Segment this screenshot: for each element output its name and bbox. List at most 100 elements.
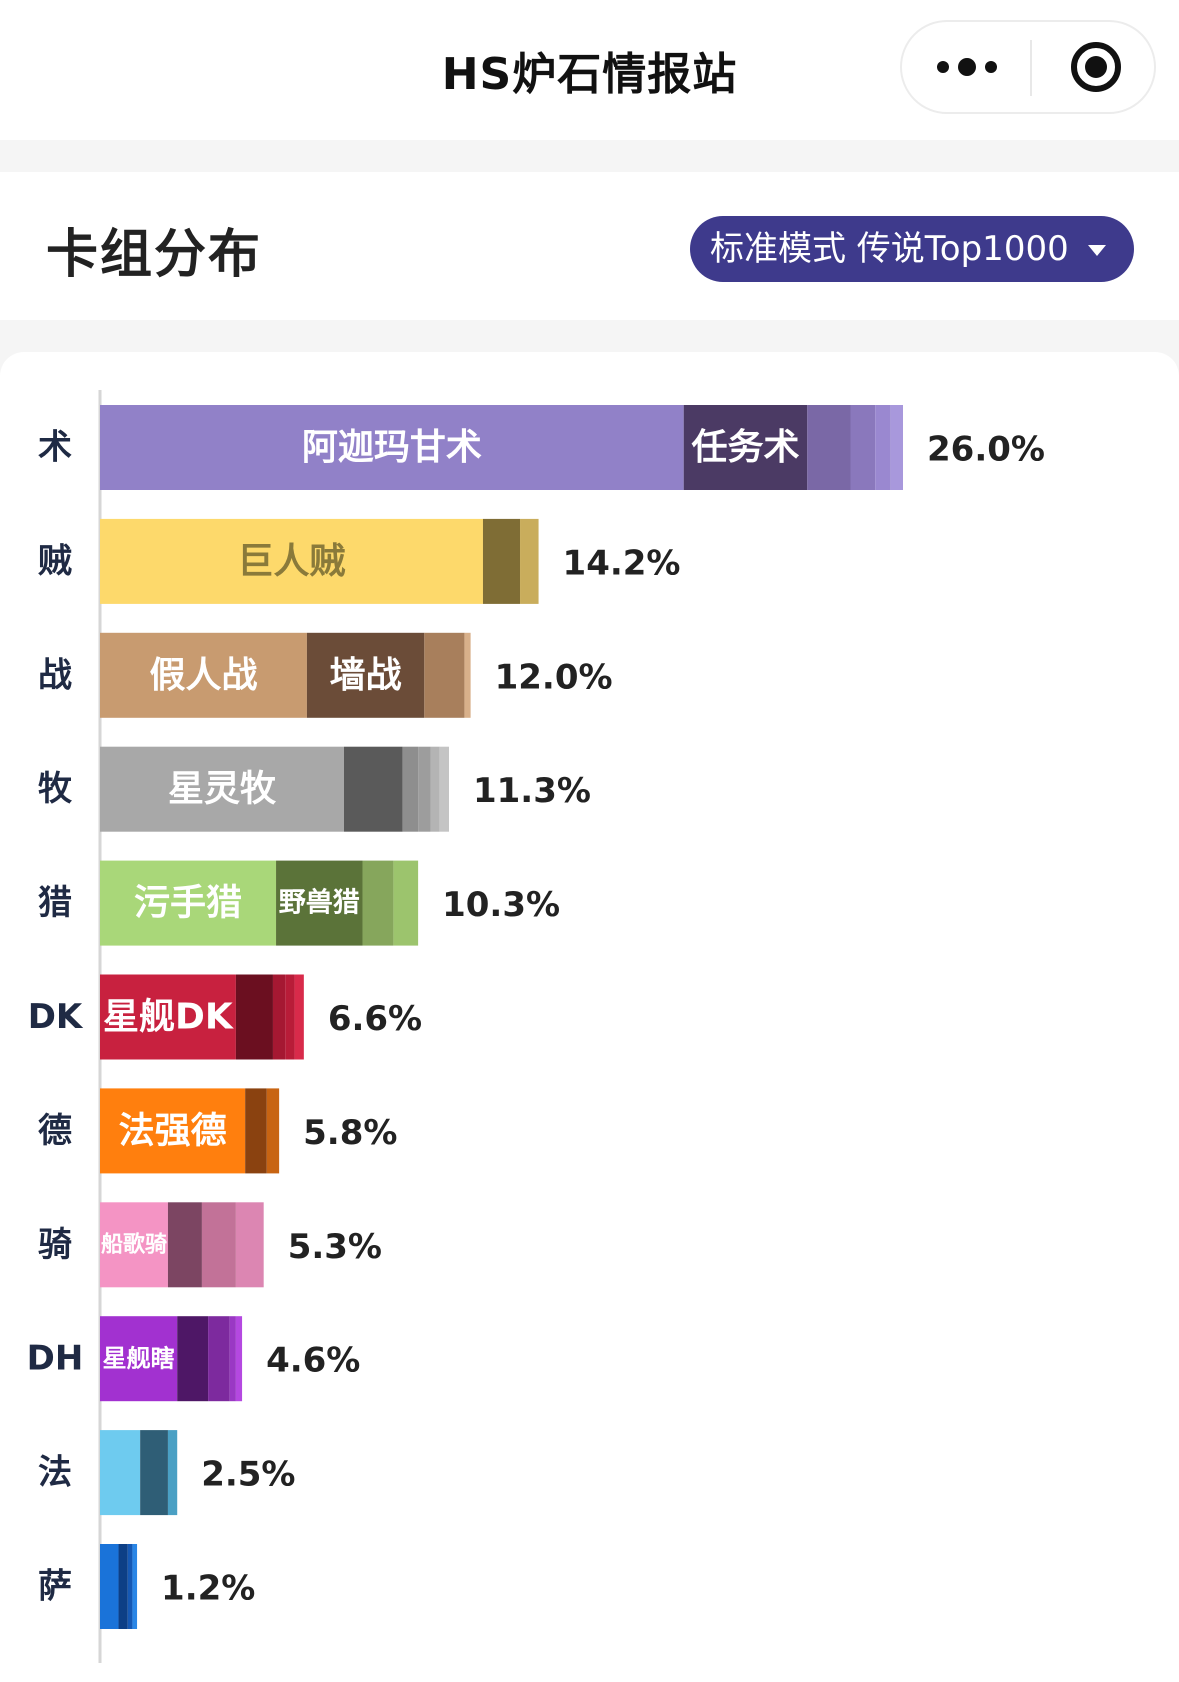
bar-segment[interactable]: [875, 405, 891, 490]
bar-segment[interactable]: [418, 746, 431, 832]
bar-row[interactable]: 萨 1.2%: [38, 1544, 255, 1629]
bar-segment[interactable]: [100, 518, 483, 604]
bar-segment[interactable]: [362, 860, 394, 946]
more-dots-icon[interactable]: [902, 22, 1032, 112]
bar-row[interactable]: 猎 污手猎 野兽猎 10.3%: [38, 860, 560, 946]
category-label: 法: [38, 1453, 72, 1493]
bar-row[interactable]: 德 法强德 5.8%: [38, 1088, 397, 1174]
bar-segment[interactable]: [118, 1544, 128, 1629]
bar-segment[interactable]: [201, 1202, 236, 1288]
bar-segment[interactable]: [430, 746, 440, 832]
bar-segment[interactable]: [439, 746, 449, 832]
bar-segment[interactable]: [100, 1316, 178, 1402]
category-label: 骑: [38, 1225, 72, 1265]
bar-segment[interactable]: [100, 1430, 141, 1516]
bar-segment[interactable]: [100, 632, 307, 718]
segment-label: 船歌骑: [101, 1231, 167, 1257]
segment-label: 野兽猎: [279, 888, 360, 919]
bar-row[interactable]: 贼 巨人贼 14.2%: [38, 518, 681, 604]
bar-segment[interactable]: [285, 974, 295, 1060]
bar-row[interactable]: DK 星舰DK 6.6%: [28, 974, 422, 1060]
bar-row[interactable]: 牧 星灵牧 11.3%: [38, 746, 591, 832]
category-label: 猎: [38, 883, 72, 923]
bar-segment[interactable]: [140, 1430, 168, 1516]
bar-segment[interactable]: [807, 405, 851, 490]
mode-selector[interactable]: 标准模式 传说Top1000: [690, 216, 1134, 282]
total-label: 5.3%: [288, 1227, 382, 1267]
bar-segment[interactable]: [100, 1544, 119, 1629]
top-nav-bar: HS炉石情报站: [0, 0, 1179, 140]
bar-segment[interactable]: [167, 1202, 202, 1288]
segment-label: 星舰DK: [103, 997, 234, 1038]
total-label: 2.5%: [201, 1455, 295, 1495]
bar-row[interactable]: DH 星舰瞎 4.6%: [27, 1316, 361, 1402]
total-label: 1.2%: [161, 1569, 255, 1609]
segment-label: 星舰瞎: [102, 1345, 174, 1373]
bar-segment[interactable]: [167, 1430, 178, 1516]
segment-label: 假人战: [149, 655, 257, 696]
category-label: DK: [28, 997, 84, 1037]
mode-selector-label: 标准模式 传说Top1000: [710, 229, 1069, 269]
bar-segment[interactable]: [100, 1202, 168, 1288]
bar-segment[interactable]: [276, 860, 363, 946]
bar-segment[interactable]: [424, 632, 465, 718]
close-circle-icon[interactable]: [1071, 42, 1121, 92]
section-header: 卡组分布 标准模式 传说Top1000: [0, 172, 1179, 320]
bar-segment[interactable]: [235, 1202, 264, 1288]
bar-segment[interactable]: [245, 1088, 267, 1174]
bar-segment[interactable]: [235, 974, 273, 1060]
capsule-divider: [1030, 40, 1032, 96]
bar-segment[interactable]: [132, 1544, 138, 1629]
total-label: 10.3%: [442, 885, 560, 925]
segment-label: 巨人贼: [237, 541, 345, 582]
bar-segment[interactable]: [100, 860, 277, 946]
bar-segment[interactable]: [343, 746, 403, 832]
bar-segment[interactable]: [306, 632, 425, 718]
bar-segment[interactable]: [229, 1316, 236, 1402]
bar-row[interactable]: 术 阿迦玛甘术 任务术 26.0%: [38, 405, 1045, 490]
bar-segment[interactable]: [100, 405, 684, 490]
bar-segment[interactable]: [208, 1316, 230, 1402]
app-title: HS炉石情报站: [441, 49, 738, 100]
bar-segment[interactable]: [850, 405, 876, 490]
bar-segment[interactable]: [100, 974, 236, 1060]
category-label: DH: [27, 1339, 84, 1379]
segment-label: 污手猎: [134, 883, 242, 924]
bar-row[interactable]: 战 假人战 墙战 12.0%: [38, 632, 613, 718]
caret-down-icon: [1088, 245, 1106, 256]
bar-segment[interactable]: [294, 974, 304, 1060]
category-label: 贼: [38, 541, 72, 581]
category-label: 牧: [38, 769, 73, 809]
bar-segment[interactable]: [177, 1316, 209, 1402]
segment-label: 墙战: [330, 655, 402, 696]
total-label: 11.3%: [473, 771, 591, 811]
bar-segment[interactable]: [272, 974, 286, 1060]
total-label: 5.8%: [303, 1113, 397, 1153]
segment-label: 任务术: [691, 427, 799, 468]
total-label: 26.0%: [927, 430, 1045, 470]
bar-segment[interactable]: [890, 405, 903, 490]
bar-segment[interactable]: [402, 746, 419, 832]
category-label: 萨: [38, 1567, 72, 1607]
bar-segment[interactable]: [266, 1088, 280, 1174]
page-title: 卡组分布: [46, 225, 263, 285]
bar-segment[interactable]: [464, 632, 471, 718]
bar-segment[interactable]: [100, 746, 344, 832]
bar-segment[interactable]: [393, 860, 419, 946]
mini-program-capsule: [900, 20, 1156, 114]
category-label: 战: [38, 655, 72, 695]
bar-segment[interactable]: [482, 518, 521, 604]
bar-segment[interactable]: [520, 518, 539, 604]
bar-row[interactable]: 骑 船歌骑 5.3%: [38, 1202, 382, 1288]
bar-row[interactable]: 法 2.5%: [38, 1430, 296, 1516]
category-label: 术: [38, 428, 72, 468]
category-label: 德: [38, 1111, 72, 1151]
total-label: 14.2%: [563, 543, 681, 583]
bar-segment[interactable]: [100, 1088, 246, 1174]
deck-distribution-card: 术 阿迦玛甘术 任务术 26.0% 贼 巨人贼 14.2% 战 假人战 墙战 12.0% 牧 星灵牧 11…: [0, 352, 1179, 1682]
segment-label: 法强德: [119, 1110, 227, 1151]
bar-segment[interactable]: [127, 1544, 133, 1629]
total-label: 12.0%: [495, 657, 613, 697]
bar-segment[interactable]: [235, 1316, 243, 1402]
bar-segment[interactable]: [683, 405, 808, 490]
